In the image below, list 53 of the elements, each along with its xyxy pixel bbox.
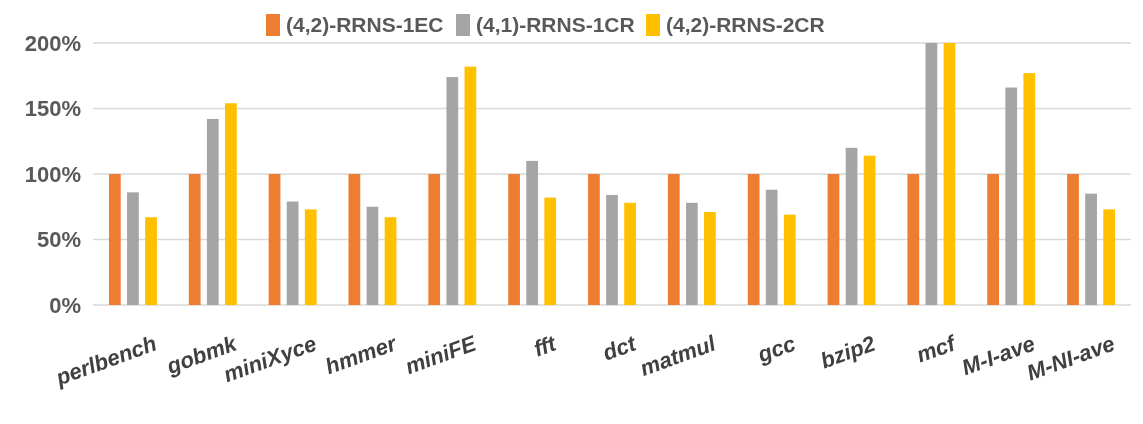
bar bbox=[145, 217, 157, 305]
bar bbox=[127, 192, 139, 305]
bar bbox=[268, 174, 281, 305]
legend-label: (4,2)-RRNS-1EC bbox=[286, 13, 444, 37]
bar bbox=[588, 174, 600, 305]
bar bbox=[446, 77, 459, 305]
y-tick-label: 200% bbox=[24, 30, 81, 56]
bar bbox=[1103, 209, 1116, 305]
bar bbox=[907, 174, 920, 305]
bar bbox=[925, 43, 938, 305]
y-tick-label: 50% bbox=[36, 227, 81, 253]
y-tick-label: 0% bbox=[49, 292, 81, 318]
bar bbox=[286, 201, 299, 305]
bar bbox=[508, 174, 520, 305]
bar bbox=[366, 206, 379, 305]
y-tick-label: 150% bbox=[24, 96, 81, 122]
x-tick-label: gcc bbox=[753, 330, 799, 368]
bar bbox=[304, 209, 317, 305]
x-tick-label: mcf bbox=[913, 330, 959, 368]
legend-label: (4,2)-RRNS-2CR bbox=[666, 13, 825, 37]
bar bbox=[348, 174, 361, 305]
bar bbox=[384, 217, 397, 305]
bar bbox=[464, 66, 477, 305]
x-tick-label: fft bbox=[530, 330, 561, 362]
bar bbox=[1023, 73, 1036, 305]
y-tick-label: 100% bbox=[24, 161, 81, 187]
bar bbox=[845, 147, 858, 305]
bar bbox=[1067, 174, 1079, 305]
bar bbox=[704, 211, 716, 305]
bar bbox=[188, 174, 201, 305]
bar bbox=[428, 174, 441, 305]
bar bbox=[765, 189, 778, 305]
bar bbox=[987, 174, 1000, 305]
bar bbox=[863, 155, 876, 305]
bar bbox=[206, 118, 219, 305]
bar bbox=[108, 174, 121, 305]
bar bbox=[783, 214, 796, 305]
bar bbox=[624, 202, 636, 305]
bar bbox=[667, 174, 680, 305]
bar bbox=[526, 160, 539, 305]
bar bbox=[606, 194, 618, 305]
bar bbox=[685, 202, 698, 305]
bar bbox=[827, 174, 840, 305]
bar bbox=[544, 197, 557, 305]
bar bbox=[224, 103, 237, 305]
bar bbox=[943, 43, 956, 305]
legend-label: (4,1)-RRNS-1CR bbox=[476, 13, 635, 37]
x-tick-label: hmmer bbox=[321, 330, 401, 380]
bar bbox=[1005, 87, 1018, 305]
bar bbox=[1085, 193, 1097, 305]
bar bbox=[747, 174, 760, 305]
x-tick-label: dct bbox=[599, 330, 641, 366]
x-tick-label: bzip2 bbox=[817, 330, 880, 374]
